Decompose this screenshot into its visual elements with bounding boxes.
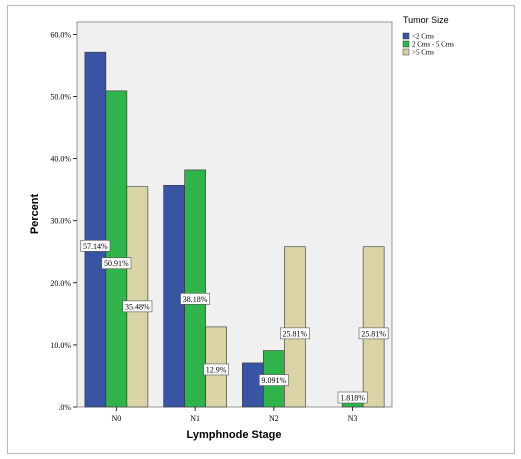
data-label: 38.18% — [183, 295, 208, 304]
x-tick-label: N0 — [111, 414, 121, 423]
bar — [126, 186, 149, 408]
legend-swatch — [402, 48, 410, 56]
y-tick-label: 30.0% — [50, 217, 71, 226]
data-label-box — [80, 240, 111, 252]
data-label-box — [203, 363, 229, 376]
data-label-box — [180, 293, 211, 305]
data-label-box — [101, 257, 132, 270]
legend-swatch — [402, 40, 410, 48]
y-axis: .0% 10.0% 20.0% 30.0% 40.0% 50.0% 60.0% — [50, 30, 77, 412]
x-tick-label: N2 — [269, 414, 279, 423]
data-label: 57.14% — [83, 242, 108, 251]
data-label: 1.818% — [340, 394, 365, 403]
x-tick-label: N3 — [348, 414, 358, 423]
data-label: 25.81% — [283, 329, 308, 338]
data-label: 35.48% — [125, 302, 150, 311]
legend-label: 2 Cms - 5 Cms — [412, 41, 454, 49]
y-tick-label: 20.0% — [50, 279, 71, 288]
data-label: 50.91% — [104, 259, 129, 268]
y-tick-label: 50.0% — [50, 93, 71, 102]
x-tick-label: N1 — [190, 414, 200, 423]
data-labels-layer: 57.14% 50.91% 35.48% 38.18% 12.9% 9.091% 25.81… — [80, 240, 389, 404]
bar — [284, 246, 306, 408]
y-tick-label: .0% — [58, 403, 71, 412]
bars-layer — [84, 51, 385, 408]
data-label: 12.9% — [206, 365, 227, 374]
legend-label: >5 Cms — [412, 49, 434, 57]
legend-swatch — [402, 32, 410, 40]
bar — [362, 246, 385, 408]
data-label: 25.81% — [361, 329, 386, 338]
data-label-box — [258, 374, 289, 386]
bar — [84, 51, 107, 408]
bar — [184, 169, 206, 408]
legend-label: <2 Cms — [412, 33, 434, 41]
y-tick-label: 40.0% — [50, 155, 71, 164]
x-axis-title: Lymphnode Stage — [187, 429, 282, 441]
data-label: 9.091% — [262, 376, 287, 385]
legend-title: Tumor Size — [403, 15, 449, 25]
y-tick-label: 60.0% — [50, 30, 71, 39]
data-label-box — [358, 327, 389, 340]
data-label-box — [122, 300, 153, 313]
data-label-box — [279, 327, 310, 340]
y-tick-label: 10.0% — [50, 341, 71, 350]
data-label-box — [337, 391, 368, 404]
x-axis: N0 N1 N2 N3 — [111, 407, 358, 423]
y-axis-title: Percent — [29, 193, 41, 234]
